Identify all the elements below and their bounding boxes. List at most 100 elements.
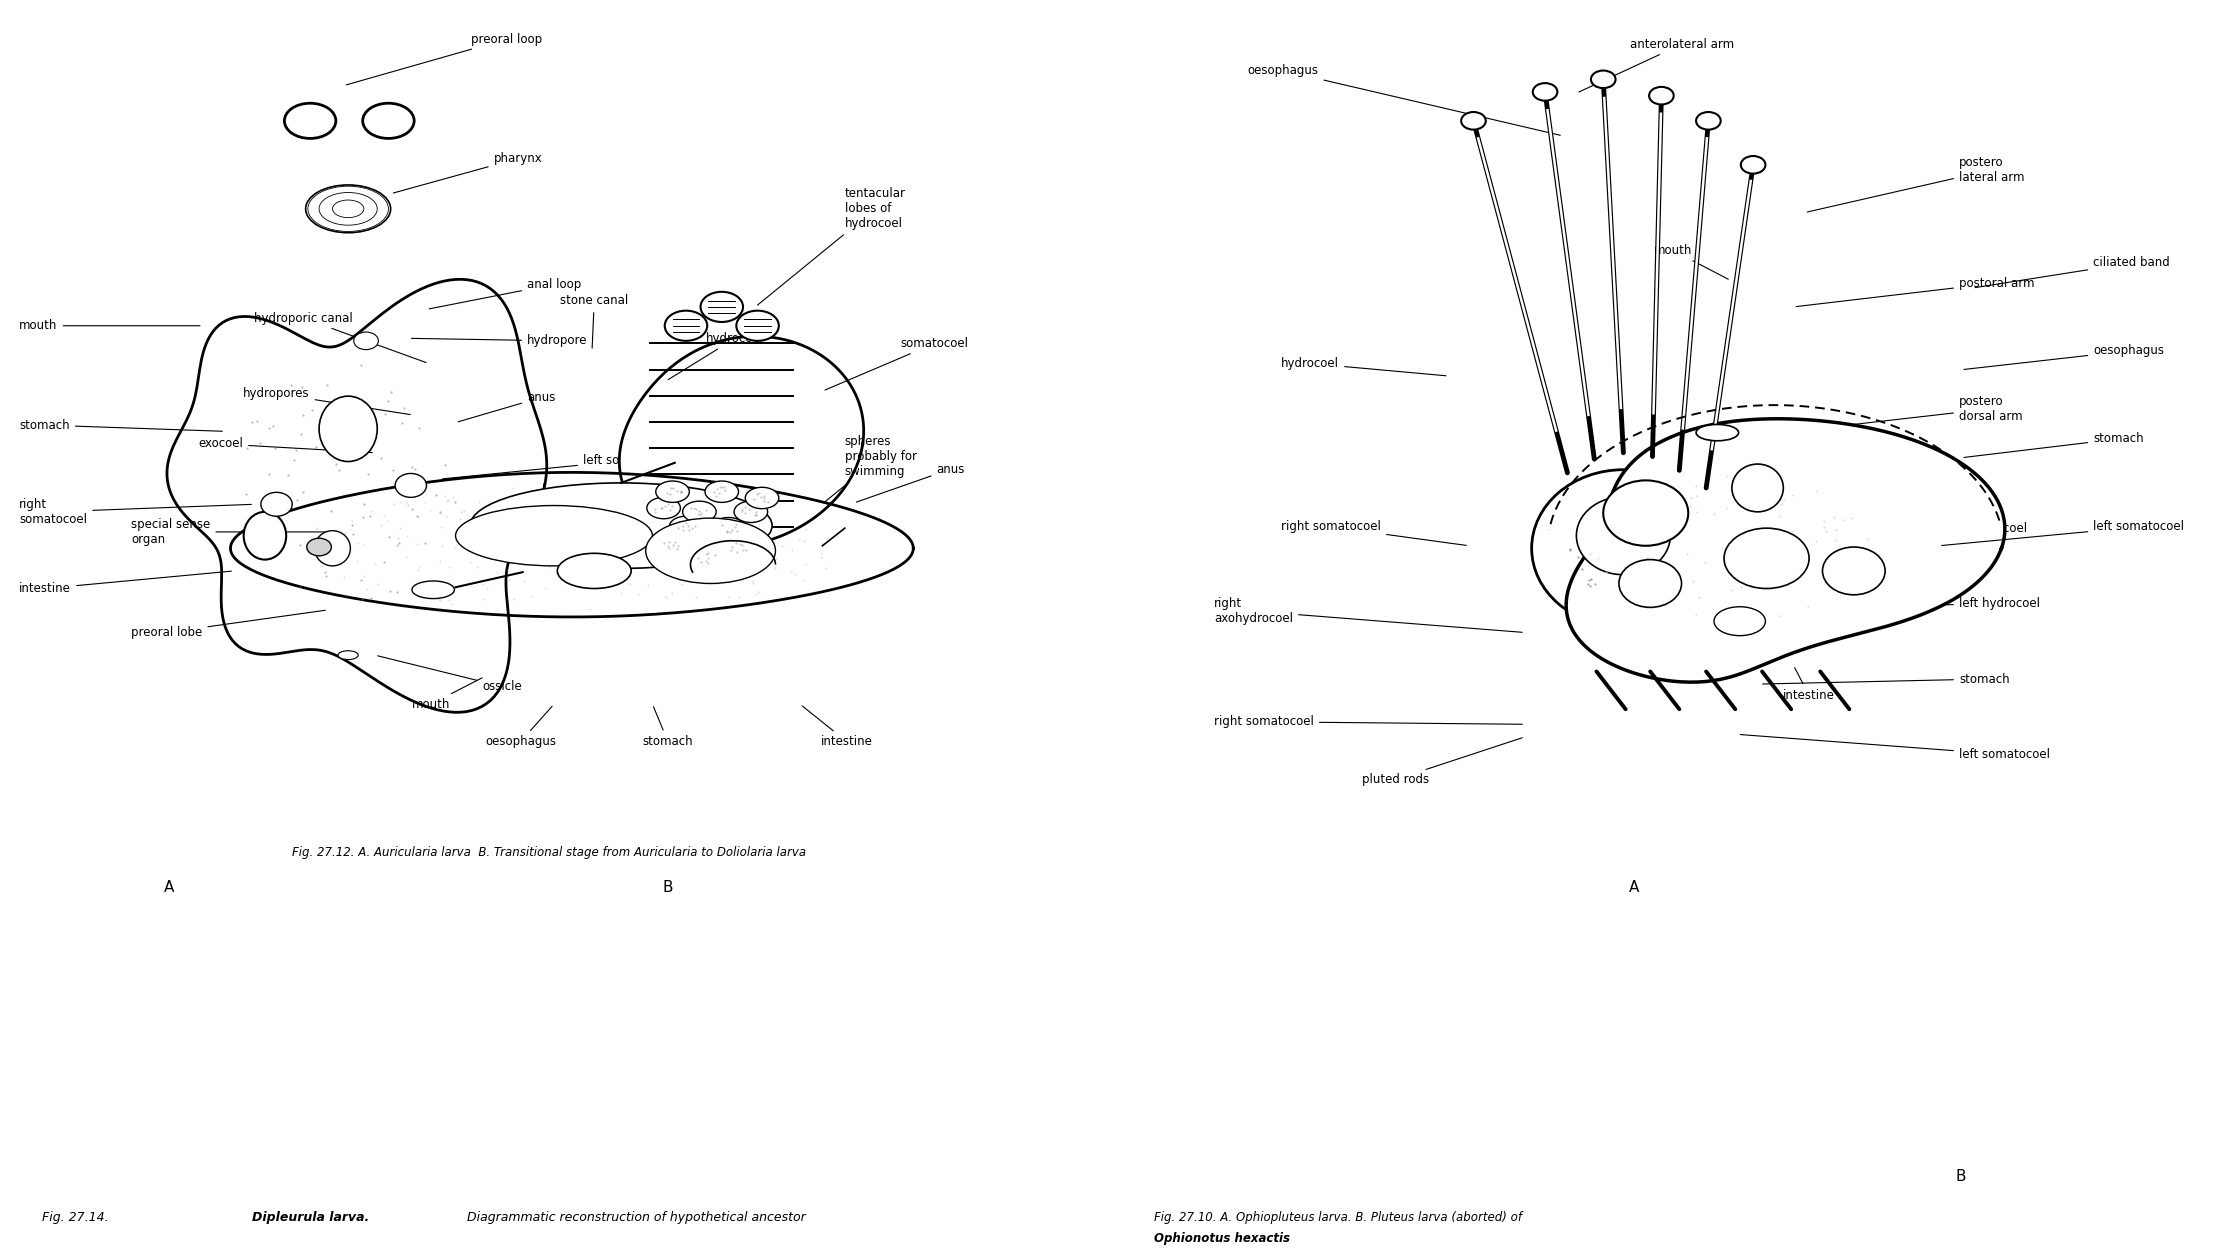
Text: ciliated band: ciliated band (1976, 256, 2171, 287)
Ellipse shape (1714, 607, 1765, 635)
Text: Ophionotus hexactis: Ophionotus hexactis (1154, 1232, 1290, 1245)
Ellipse shape (683, 501, 717, 523)
Ellipse shape (1620, 559, 1682, 607)
Ellipse shape (354, 333, 379, 349)
Text: right
somatocoel: right somatocoel (20, 498, 251, 525)
Text: postero
dorsal arm: postero dorsal arm (1785, 394, 2023, 432)
Text: pluted rods: pluted rods (1362, 738, 1523, 786)
Ellipse shape (318, 396, 376, 461)
Ellipse shape (314, 530, 349, 566)
Text: preoral lobe: preoral lobe (132, 610, 325, 639)
Text: anterolateral arm: anterolateral arm (1579, 38, 1734, 92)
Ellipse shape (701, 292, 744, 323)
Text: stomach: stomach (643, 707, 694, 748)
Text: stomach: stomach (1763, 673, 2009, 685)
Ellipse shape (338, 650, 358, 659)
Text: oesophagus: oesophagus (1964, 344, 2164, 369)
Polygon shape (168, 280, 547, 712)
Text: left somatocoel: left somatocoel (1740, 735, 2050, 761)
Text: hydrocoel: hydrocoel (668, 331, 764, 379)
Ellipse shape (394, 474, 426, 498)
Ellipse shape (737, 311, 780, 341)
Ellipse shape (735, 501, 768, 523)
Ellipse shape (558, 553, 632, 588)
Text: B: B (663, 881, 674, 896)
Ellipse shape (1823, 547, 1886, 595)
Text: mouth: mouth (1653, 244, 1729, 280)
Ellipse shape (746, 488, 780, 509)
Text: left hydrocoel: left hydrocoel (1774, 597, 2041, 610)
Ellipse shape (670, 517, 703, 538)
Text: Fig. 27.10. A. Ophiopluteus larva. B. Pluteus larva (aborted) of: Fig. 27.10. A. Ophiopluteus larva. B. Pl… (1154, 1211, 1525, 1223)
Text: anus: anus (459, 391, 556, 422)
Ellipse shape (656, 481, 690, 503)
Ellipse shape (647, 498, 681, 519)
Ellipse shape (656, 536, 690, 557)
Text: spheres
probably for
swimming: spheres probably for swimming (782, 435, 916, 537)
Polygon shape (1566, 418, 2005, 682)
Ellipse shape (665, 311, 708, 341)
Ellipse shape (1725, 528, 1810, 588)
Text: A: A (1628, 881, 1640, 896)
Text: postero
lateral arm: postero lateral arm (1808, 156, 2025, 212)
Text: intestine: intestine (1783, 668, 1835, 702)
Text: anus: anus (856, 462, 965, 501)
Ellipse shape (1532, 83, 1557, 101)
Text: preoral loop: preoral loop (347, 33, 542, 84)
Text: intestine: intestine (802, 706, 874, 748)
Text: hydrocoel: hydrocoel (1281, 357, 1447, 375)
Ellipse shape (1577, 496, 1671, 575)
Ellipse shape (455, 505, 652, 566)
Ellipse shape (1740, 156, 1765, 174)
Text: tentacular
lobes of
hydrocoel: tentacular lobes of hydrocoel (757, 188, 905, 305)
Text: Dipleurula larva.: Dipleurula larva. (251, 1211, 374, 1223)
Ellipse shape (1604, 480, 1689, 546)
Text: intestine: intestine (20, 571, 231, 595)
Text: pharynx: pharynx (394, 152, 542, 193)
Ellipse shape (260, 493, 291, 517)
Text: postoral arm: postoral arm (1796, 276, 2034, 306)
Ellipse shape (470, 483, 773, 568)
Ellipse shape (724, 537, 757, 558)
Ellipse shape (1696, 425, 1738, 441)
Ellipse shape (307, 538, 332, 556)
Text: left somatocoel: left somatocoel (444, 454, 674, 479)
Text: A: A (164, 881, 175, 896)
Polygon shape (618, 336, 865, 547)
Ellipse shape (1732, 464, 1783, 512)
Text: hydroporic canal: hydroporic canal (253, 311, 426, 363)
Ellipse shape (690, 548, 724, 570)
Text: somatocoel: somatocoel (824, 336, 968, 391)
Ellipse shape (706, 481, 739, 503)
Text: stomach: stomach (1964, 432, 2144, 457)
Text: hydropores: hydropores (242, 387, 410, 415)
Text: Diagrammatic reconstruction of hypothetical ancestor: Diagrammatic reconstruction of hypotheti… (466, 1211, 806, 1223)
Text: Fig. 27.14.: Fig. 27.14. (43, 1211, 112, 1223)
Ellipse shape (284, 103, 336, 139)
Text: oesophagus: oesophagus (1248, 64, 1561, 135)
Text: hydropore: hydropore (412, 334, 587, 348)
Ellipse shape (305, 185, 390, 233)
Ellipse shape (412, 581, 455, 598)
Ellipse shape (712, 518, 746, 539)
Text: left axocoel: left axocoel (1785, 522, 2027, 534)
Text: Fig. 27.12. A. Auricularia larva  B. Transitional stage from Auricularia to Doli: Fig. 27.12. A. Auricularia larva B. Tran… (293, 845, 806, 859)
Text: mouth: mouth (412, 678, 482, 711)
Ellipse shape (1590, 71, 1615, 88)
Text: right somatocoel: right somatocoel (1214, 716, 1523, 728)
Ellipse shape (1460, 112, 1485, 130)
Text: B: B (1956, 1169, 1967, 1184)
Text: ossicle: ossicle (379, 655, 522, 693)
Ellipse shape (645, 518, 775, 583)
Ellipse shape (1532, 470, 1716, 627)
Ellipse shape (1696, 112, 1720, 130)
Text: exocoel: exocoel (199, 437, 372, 452)
Ellipse shape (363, 103, 414, 139)
Polygon shape (231, 472, 914, 617)
Text: right somatocoel: right somatocoel (1281, 520, 1467, 546)
Text: stomach: stomach (20, 418, 222, 432)
Ellipse shape (244, 512, 287, 559)
Ellipse shape (1649, 87, 1673, 105)
Text: anal loop: anal loop (430, 277, 582, 309)
Text: left somatocoel: left somatocoel (1942, 520, 2184, 546)
